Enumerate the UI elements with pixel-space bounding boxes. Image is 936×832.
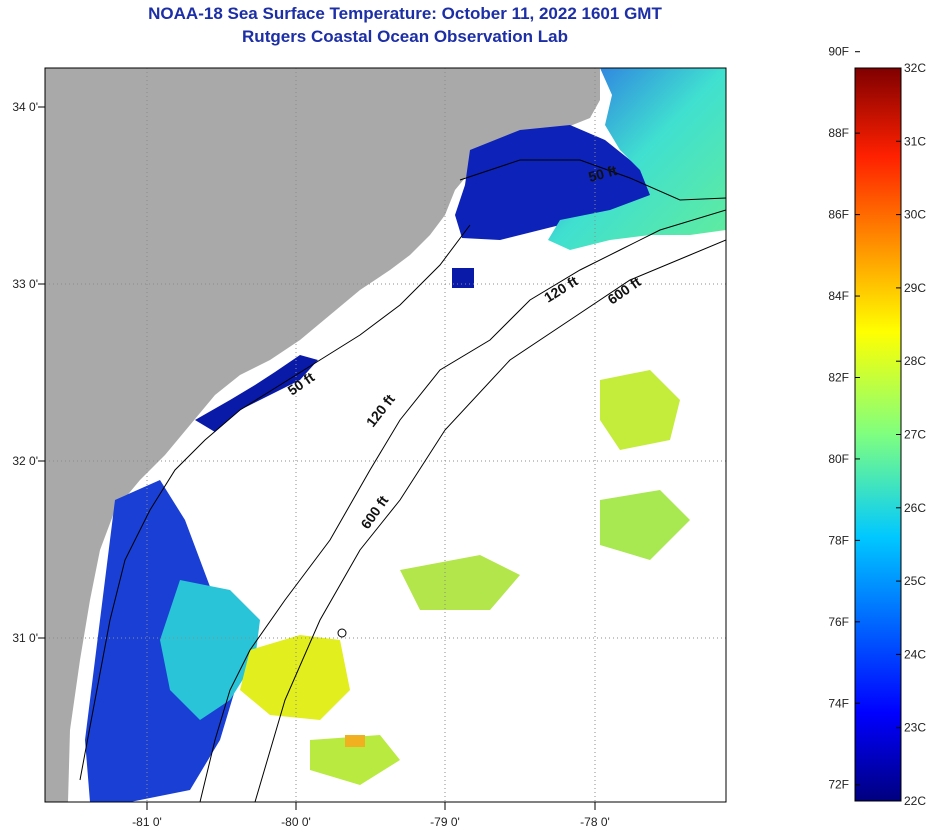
lon-label-80: -80 0' [281,815,311,829]
colorbar-c-label: 30C [904,208,926,222]
colorbar-f-label: 74F [828,696,849,710]
sst-patch-south-mid [160,580,260,720]
map-panel [45,68,726,802]
colorbar-celsius-labels: 32C 31C 30C 29C 28C 27C 26C 25C 24C 23C 22C [896,61,926,808]
colorbar-c-label: 25C [904,574,926,588]
colorbar-f-label: 76F [828,615,849,629]
sst-patch-warm-5 [310,735,400,785]
isobath-600ft [254,239,726,802]
colorbar-c-label: 26C [904,501,926,515]
colorbar-f-label: 88F [828,126,849,140]
colorbar-f-label: 90F [828,45,849,59]
axis-ticks [38,106,596,810]
colorbar-fahrenheit-labels: 90F 88F 86F 84F 82F 80F 78F 76F 74F 72F [828,45,860,792]
map-subtitle: Rutgers Coastal Ocean Observation Lab [242,27,568,46]
colorbar-f-label: 84F [828,289,849,303]
sst-patch-warm-3 [400,555,520,610]
lat-label-32: 32 0' [12,454,38,468]
lon-label-81: -81 0' [132,815,162,829]
colorbar-c-label: 32C [904,61,926,75]
colorbar-c-label: 24C [904,647,926,661]
sst-patch-warm-4 [600,490,690,560]
lon-label-78: -78 0' [580,815,610,829]
colorbar-f-label: 80F [828,452,849,466]
lat-label-33: 33 0' [12,277,38,291]
map-title: NOAA-18 Sea Surface Temperature: October… [148,4,662,23]
sst-patch-warm-2 [600,370,680,450]
colorbar-f-label: 86F [828,208,849,222]
sst-patch-coast-1 [195,355,318,432]
map-frame [44,67,727,803]
sst-patch-offshore-ne [548,68,726,250]
colorbar [854,67,902,802]
colorbar-c-label: 29C [904,281,926,295]
grid [45,68,726,802]
lat-label-34: 34 0' [12,100,38,114]
contour-label-50ft-north: 50 ft [587,162,619,185]
colorbar-c-label: 28C [904,354,926,368]
colorbar-c-label: 22C [904,794,926,808]
lon-label-79: -79 0' [430,815,460,829]
colorbar-f-label: 82F [828,370,849,384]
colorbar-f-label: 72F [828,778,849,792]
colorbar-c-label: 27C [904,428,926,442]
colorbar-f-label: 78F [828,533,849,547]
lat-label-31: 31 0' [12,631,38,645]
isobath-50ft [79,159,726,781]
land-mass [45,68,600,802]
isobath-120ft [199,209,726,802]
colorbar-c-label: 23C [904,721,926,735]
colorbar-c-label: 31C [904,134,926,148]
